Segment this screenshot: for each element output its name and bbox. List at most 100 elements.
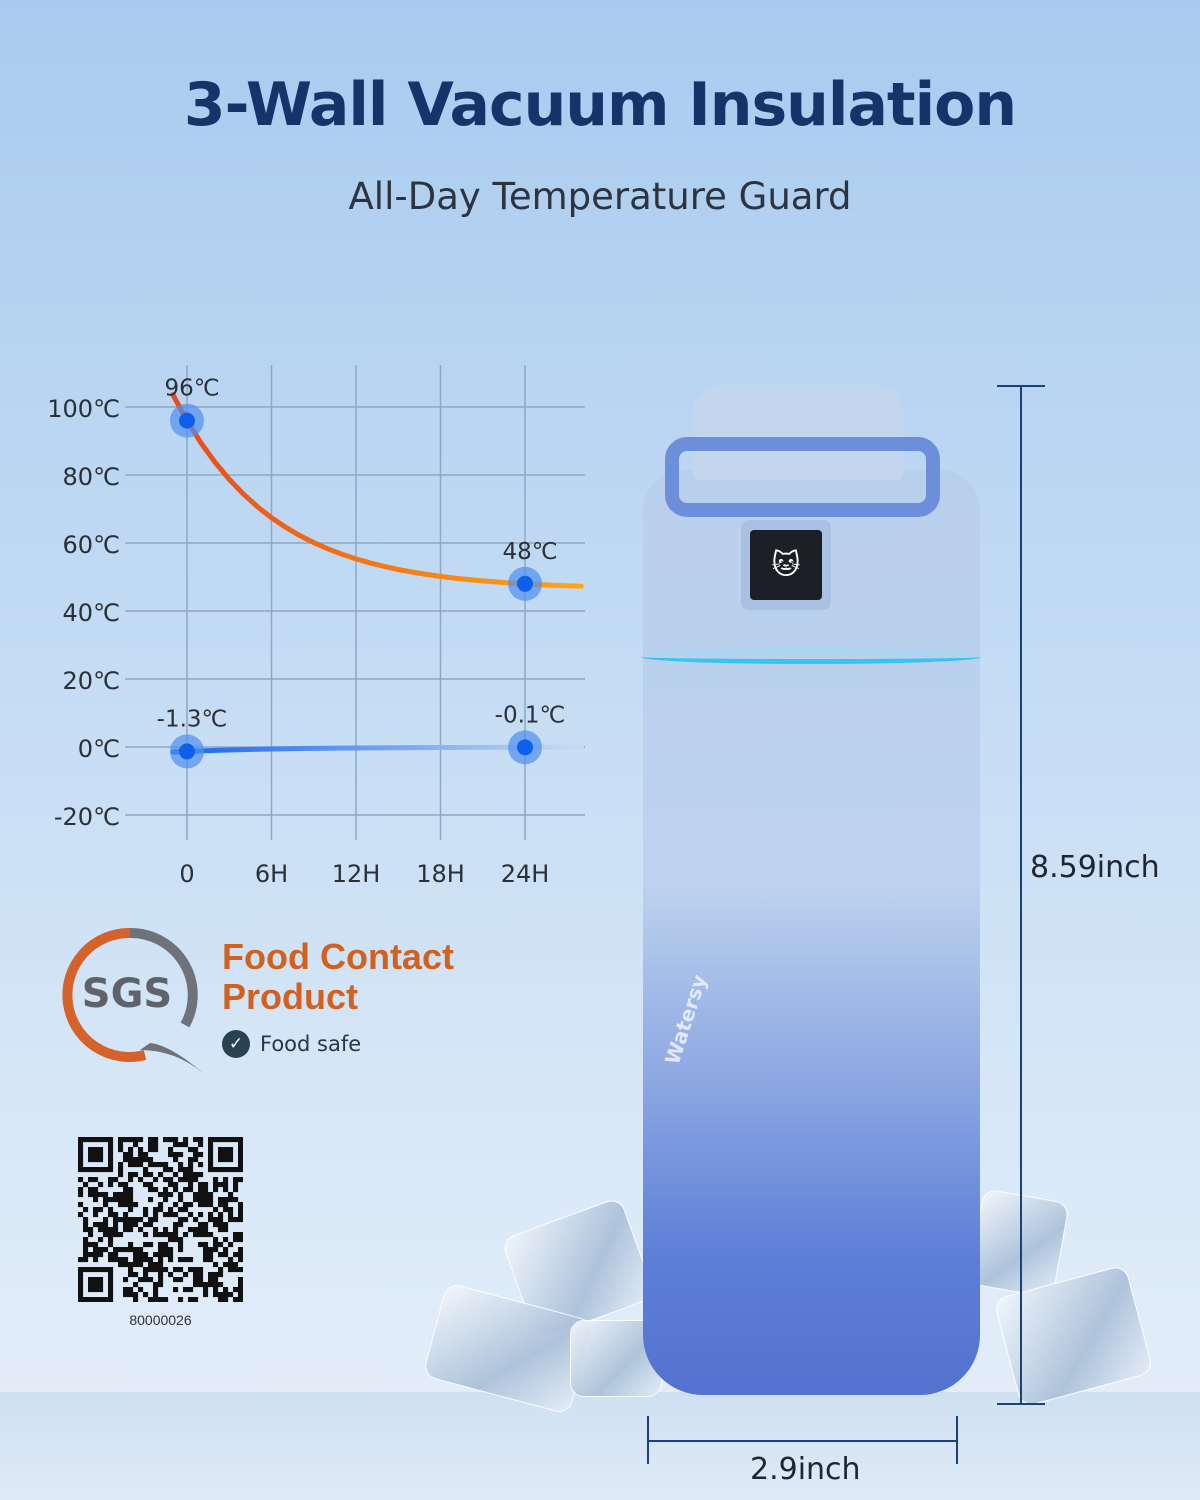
qr-module — [118, 1142, 124, 1148]
qr-module — [143, 1222, 149, 1228]
qr-module — [198, 1172, 204, 1178]
qr-module — [238, 1252, 243, 1258]
qr-module — [138, 1247, 144, 1253]
qr-module — [198, 1152, 204, 1158]
qr-module — [128, 1137, 134, 1143]
pixel-cat-icon: 🐱 — [750, 530, 822, 600]
qr-module — [168, 1177, 174, 1183]
qr-module — [78, 1202, 84, 1208]
qr-module — [143, 1207, 149, 1213]
qr-module — [108, 1167, 114, 1173]
qr-module — [208, 1162, 214, 1168]
x-tick-label: 6H — [255, 860, 288, 888]
qr-module — [153, 1137, 159, 1143]
qr-module — [178, 1297, 184, 1302]
width-dimension-line — [648, 1440, 958, 1442]
qr-module — [228, 1137, 234, 1143]
qr-module — [218, 1227, 224, 1233]
qr-module — [198, 1197, 204, 1203]
qr-module — [228, 1217, 234, 1223]
qr-module — [123, 1262, 129, 1268]
qr-module — [78, 1267, 84, 1273]
qr-module — [93, 1267, 99, 1273]
qr-number: 80000026 — [129, 1312, 192, 1328]
qr-module — [148, 1277, 154, 1283]
qr-module — [218, 1152, 224, 1158]
qr-module — [208, 1282, 214, 1288]
qr-module — [238, 1157, 243, 1163]
qr-module — [228, 1192, 234, 1198]
qr-module — [223, 1137, 229, 1143]
qr-module — [198, 1282, 204, 1288]
qr-module — [128, 1172, 134, 1178]
qr-module — [208, 1202, 214, 1208]
qr-module — [108, 1197, 114, 1203]
qr-module — [138, 1227, 144, 1233]
qr-module — [223, 1177, 229, 1183]
qr-module — [148, 1157, 154, 1163]
qr-module — [238, 1167, 243, 1173]
qr-module — [218, 1267, 224, 1273]
qr-module — [103, 1167, 109, 1173]
qr-module — [78, 1187, 84, 1193]
qr-module — [148, 1197, 154, 1203]
qr-module — [108, 1267, 114, 1273]
qr-module — [98, 1152, 104, 1158]
qr-module — [163, 1232, 169, 1238]
qr-module — [213, 1277, 219, 1283]
qr-module — [123, 1137, 129, 1143]
qr-module — [133, 1252, 139, 1258]
qr-module — [108, 1182, 114, 1188]
qr-module — [223, 1167, 229, 1173]
data-label: -1.3℃ — [157, 706, 228, 732]
data-label: 96℃ — [164, 376, 219, 402]
qr-module — [103, 1227, 109, 1233]
qr-module — [188, 1267, 194, 1273]
x-tick-label: 18H — [416, 860, 465, 888]
qr-module — [228, 1152, 234, 1158]
qr-module — [93, 1282, 99, 1288]
qr-module — [78, 1142, 84, 1148]
qr-module — [108, 1297, 114, 1302]
qr-module — [168, 1252, 174, 1258]
qr-module — [103, 1232, 109, 1238]
qr-module — [88, 1232, 94, 1238]
qr-module — [213, 1247, 219, 1253]
qr-module — [213, 1217, 219, 1223]
qr-module — [223, 1297, 229, 1302]
qr-module — [78, 1292, 84, 1298]
qr-module — [118, 1232, 124, 1238]
qr-module — [193, 1272, 199, 1278]
qr-module — [118, 1192, 124, 1198]
qr-code[interactable] — [78, 1137, 243, 1302]
qr-module — [123, 1197, 129, 1203]
qr-module — [153, 1142, 159, 1148]
qr-module — [158, 1252, 164, 1258]
qr-module — [218, 1202, 224, 1208]
qr-module — [178, 1152, 184, 1158]
qr-module — [98, 1222, 104, 1228]
qr-module — [218, 1272, 224, 1278]
qr-module — [193, 1232, 199, 1238]
qr-module — [238, 1207, 243, 1213]
qr-module — [173, 1202, 179, 1208]
qr-module — [203, 1232, 209, 1238]
qr-module — [143, 1157, 149, 1163]
qr-module — [218, 1222, 224, 1228]
qr-module — [108, 1282, 114, 1288]
qr-module — [88, 1252, 94, 1258]
qr-module — [93, 1222, 99, 1228]
qr-module — [178, 1257, 184, 1263]
qr-module — [158, 1242, 164, 1248]
qr-module — [193, 1177, 199, 1183]
qr-module — [103, 1297, 109, 1302]
qr-module — [148, 1267, 154, 1273]
qr-module — [98, 1237, 104, 1243]
qr-module — [233, 1262, 239, 1268]
qr-module — [133, 1137, 139, 1143]
qr-module — [143, 1167, 149, 1173]
qr-module — [223, 1157, 229, 1163]
qr-module — [188, 1147, 194, 1153]
qr-module — [153, 1252, 159, 1258]
qr-module — [158, 1162, 164, 1168]
